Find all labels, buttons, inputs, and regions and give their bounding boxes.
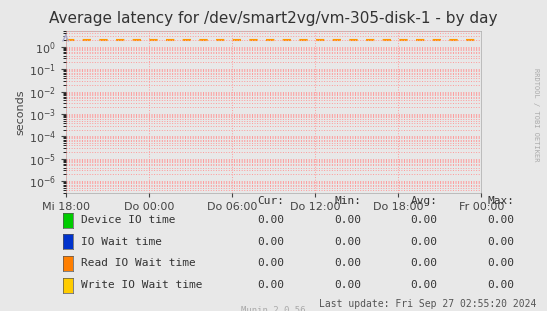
Text: Munin 2.0.56: Munin 2.0.56 <box>241 305 306 311</box>
Text: 0.00: 0.00 <box>334 237 361 247</box>
Text: Last update: Fri Sep 27 02:55:20 2024: Last update: Fri Sep 27 02:55:20 2024 <box>319 299 536 309</box>
Text: 0.00: 0.00 <box>487 237 514 247</box>
Text: 0.00: 0.00 <box>411 258 438 268</box>
Text: 0.00: 0.00 <box>258 280 284 290</box>
Text: 0.00: 0.00 <box>258 237 284 247</box>
Text: 0.00: 0.00 <box>487 258 514 268</box>
Text: Max:: Max: <box>487 196 514 206</box>
Y-axis label: seconds: seconds <box>16 89 26 135</box>
Text: Avg:: Avg: <box>411 196 438 206</box>
Text: IO Wait time: IO Wait time <box>81 237 162 247</box>
Text: Write IO Wait time: Write IO Wait time <box>81 280 202 290</box>
Text: 0.00: 0.00 <box>258 258 284 268</box>
Text: Read IO Wait time: Read IO Wait time <box>81 258 196 268</box>
Text: Min:: Min: <box>334 196 361 206</box>
Text: 0.00: 0.00 <box>411 237 438 247</box>
Text: 0.00: 0.00 <box>411 215 438 225</box>
Text: 0.00: 0.00 <box>487 215 514 225</box>
Text: 0.00: 0.00 <box>334 215 361 225</box>
Text: Device IO time: Device IO time <box>81 215 176 225</box>
Title: Average latency for /dev/smart2vg/vm-305-disk-1 - by day: Average latency for /dev/smart2vg/vm-305… <box>49 11 498 26</box>
Text: 0.00: 0.00 <box>334 258 361 268</box>
Text: 0.00: 0.00 <box>334 280 361 290</box>
Text: RRDTOOL / TOBI OETIKER: RRDTOOL / TOBI OETIKER <box>533 68 539 162</box>
Text: Cur:: Cur: <box>258 196 284 206</box>
Text: 0.00: 0.00 <box>411 280 438 290</box>
Text: 0.00: 0.00 <box>258 215 284 225</box>
Text: 0.00: 0.00 <box>487 280 514 290</box>
